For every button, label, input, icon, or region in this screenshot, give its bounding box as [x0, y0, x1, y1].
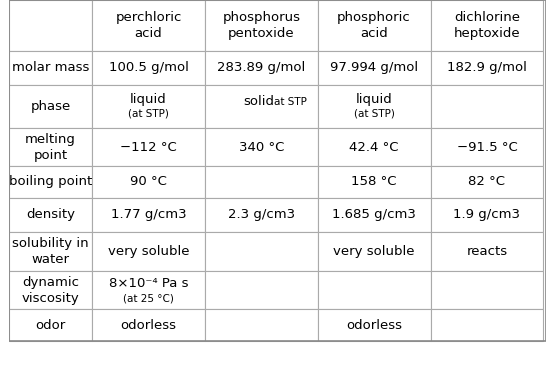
Text: 8×10⁻⁴ Pa s: 8×10⁻⁴ Pa s: [109, 277, 188, 290]
Text: 90 °C: 90 °C: [130, 175, 167, 188]
Text: 158 °C: 158 °C: [352, 175, 397, 188]
Text: odorless: odorless: [121, 319, 176, 332]
Text: 182.9 g/mol: 182.9 g/mol: [447, 61, 527, 74]
Text: 1.685 g/cm3: 1.685 g/cm3: [332, 208, 416, 221]
Bar: [318, 85, 430, 128]
Bar: [430, 0, 543, 51]
Text: solid: solid: [243, 95, 274, 109]
Bar: [92, 0, 205, 51]
Text: 283.89 g/mol: 283.89 g/mol: [217, 61, 305, 74]
Bar: [92, 166, 205, 198]
Bar: [9, 232, 92, 271]
Bar: [9, 51, 92, 85]
Text: 1.77 g/cm3: 1.77 g/cm3: [111, 208, 186, 221]
Text: odor: odor: [35, 319, 66, 332]
Bar: [9, 0, 92, 51]
Bar: [92, 51, 205, 85]
Bar: [92, 232, 205, 271]
Bar: [430, 85, 543, 128]
Bar: [92, 198, 205, 232]
Bar: [92, 271, 205, 309]
Bar: [9, 271, 92, 309]
Text: 340 °C: 340 °C: [239, 141, 284, 153]
Text: perchloric
acid: perchloric acid: [115, 11, 182, 40]
Bar: [318, 51, 430, 85]
Bar: [205, 232, 318, 271]
Bar: [430, 166, 543, 198]
Text: (at STP): (at STP): [354, 108, 395, 118]
Text: 100.5 g/mol: 100.5 g/mol: [109, 61, 188, 74]
Bar: [430, 232, 543, 271]
Text: molar mass: molar mass: [12, 61, 89, 74]
Bar: [318, 309, 430, 341]
Text: phosphoric
acid: phosphoric acid: [337, 11, 411, 40]
Text: reacts: reacts: [466, 245, 507, 258]
Bar: [430, 198, 543, 232]
Bar: [9, 309, 92, 341]
Text: density: density: [26, 208, 75, 221]
Bar: [205, 198, 318, 232]
Bar: [205, 85, 318, 128]
Text: at STP: at STP: [275, 97, 307, 107]
Text: 2.3 g/cm3: 2.3 g/cm3: [228, 208, 295, 221]
Bar: [205, 128, 318, 166]
Bar: [205, 51, 318, 85]
Bar: [92, 85, 205, 128]
Bar: [92, 309, 205, 341]
Text: phosphorus
pentoxide: phosphorus pentoxide: [222, 11, 300, 40]
Bar: [92, 128, 205, 166]
Text: 1.9 g/cm3: 1.9 g/cm3: [453, 208, 520, 221]
Bar: [318, 128, 430, 166]
Bar: [430, 271, 543, 309]
Bar: [430, 309, 543, 341]
Bar: [9, 85, 92, 128]
Text: dynamic
viscosity: dynamic viscosity: [22, 276, 79, 305]
Bar: [9, 166, 92, 198]
Text: 42.4 °C: 42.4 °C: [349, 141, 399, 153]
Bar: [318, 198, 430, 232]
Text: −91.5 °C: −91.5 °C: [456, 141, 517, 153]
Bar: [430, 51, 543, 85]
Text: odorless: odorless: [346, 319, 402, 332]
Bar: [318, 0, 430, 51]
Text: (at 25 °C): (at 25 °C): [123, 294, 174, 303]
Text: 82 °C: 82 °C: [468, 175, 506, 188]
Text: solubility in
water: solubility in water: [12, 237, 89, 266]
Bar: [205, 309, 318, 341]
Bar: [318, 232, 430, 271]
Text: liquid: liquid: [356, 93, 393, 106]
Bar: [205, 166, 318, 198]
Text: liquid: liquid: [130, 93, 167, 106]
Text: 97.994 g/mol: 97.994 g/mol: [330, 61, 418, 74]
Text: boiling point: boiling point: [9, 175, 92, 188]
Bar: [205, 271, 318, 309]
Bar: [9, 128, 92, 166]
Text: very soluble: very soluble: [334, 245, 415, 258]
Text: dichlorine
heptoxide: dichlorine heptoxide: [454, 11, 520, 40]
Text: very soluble: very soluble: [108, 245, 189, 258]
Text: melting
point: melting point: [25, 133, 76, 161]
Bar: [318, 271, 430, 309]
Bar: [318, 166, 430, 198]
Bar: [9, 198, 92, 232]
Bar: [430, 128, 543, 166]
Text: phase: phase: [31, 100, 70, 113]
Bar: [205, 0, 318, 51]
Text: −112 °C: −112 °C: [120, 141, 177, 153]
Text: (at STP): (at STP): [128, 108, 169, 118]
